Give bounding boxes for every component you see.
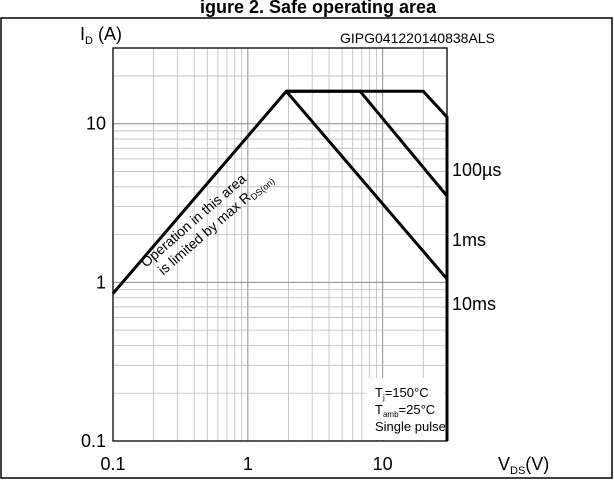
x-tick-label: 1 [243, 454, 253, 474]
series-line-1 [111, 89, 449, 441]
figure-header-fragment: igure 2. Safe operating area [200, 0, 437, 17]
y-axis-label-main: I [80, 24, 85, 44]
y-tick-label: 10 [86, 114, 106, 134]
x-tick-label: 10 [373, 454, 393, 474]
y-axis-label-sub: D [85, 35, 93, 47]
test-conditions-background [366, 378, 444, 440]
y-axis-label-unit: (A) [93, 24, 122, 44]
series-label-1: 100µs [452, 160, 501, 180]
condition-tamb: Tamb=25°C [375, 402, 435, 419]
tick-labels: 0.1 1 10 0.1 1 10 [81, 114, 393, 474]
figure-frame [0, 17, 613, 479]
y-axis-label: ID (A) [80, 24, 122, 47]
x-axis-label-unit: (V) [525, 454, 549, 474]
series-label-3: 10ms [452, 294, 496, 314]
x-axis-label-sub: DS [510, 465, 525, 477]
x-axis-label-main: V [498, 454, 510, 474]
y-tick-label: 1 [96, 272, 106, 292]
test-conditions: Tj=150°C Tamb=25°C Single pulse [366, 378, 446, 440]
x-tick-label: 0.1 [100, 454, 125, 474]
x-axis-label: VDS(V) [498, 454, 549, 477]
series-line-2 [286, 89, 449, 197]
rds-annotation-line2-sub: DS(on) [249, 176, 277, 202]
soa-curves: 100µs 1ms 10ms [111, 89, 501, 441]
rds-annotation-line1: Operation in this area [137, 170, 249, 270]
condition-tj: Tj=150°C [375, 385, 429, 402]
y-tick-label: 0.1 [81, 431, 106, 451]
series-label-2: 1ms [452, 230, 486, 250]
series-line-3 [285, 90, 449, 280]
condition-single-pulse: Single pulse [375, 419, 446, 434]
figure-id: GIPG041220140838ALS [340, 30, 495, 46]
